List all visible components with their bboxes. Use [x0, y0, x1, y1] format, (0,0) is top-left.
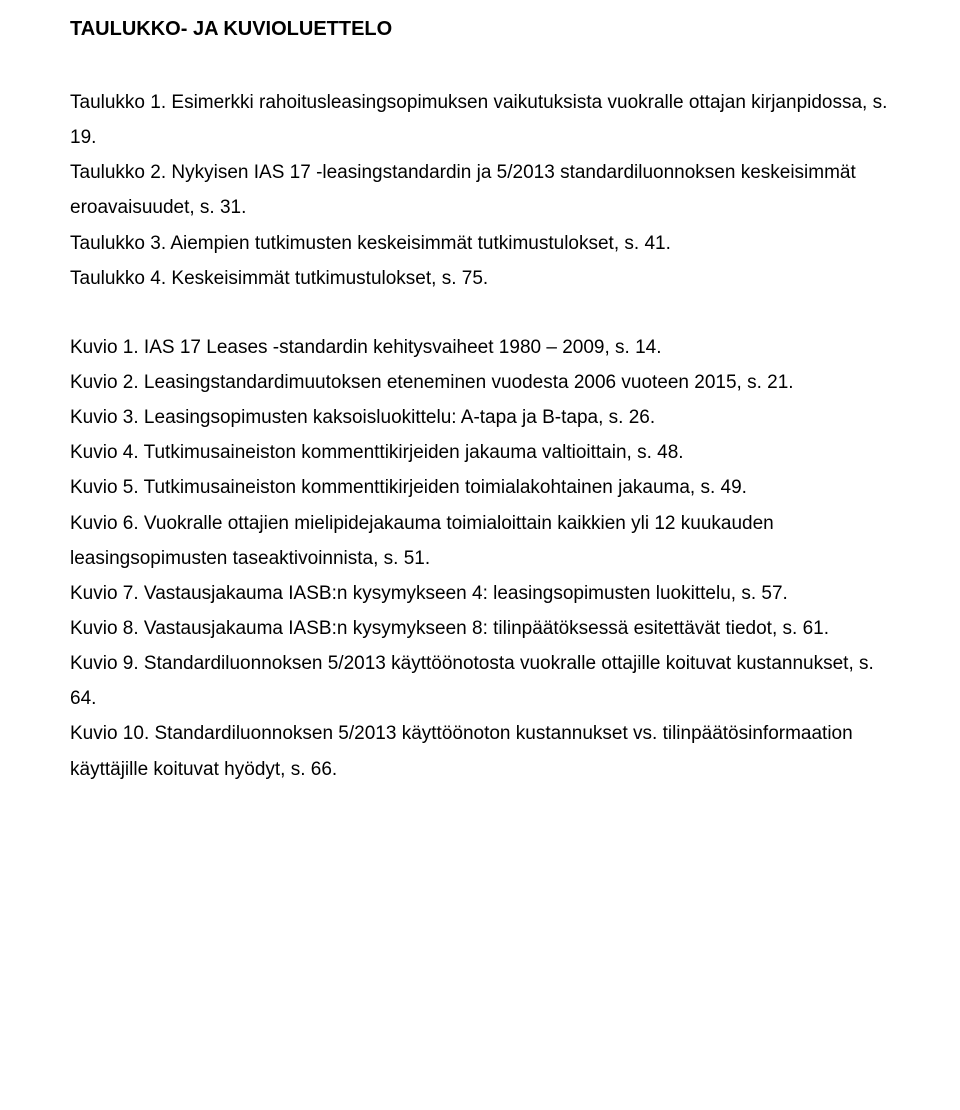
kuvio-list: Kuvio 1. IAS 17 Leases -standardin kehit… — [70, 330, 900, 787]
document-title: TAULUKKO- JA KUVIOLUETTELO — [70, 18, 900, 41]
taulukko-list: Taulukko 1. Esimerkki rahoitusleasingsop… — [70, 85, 900, 296]
